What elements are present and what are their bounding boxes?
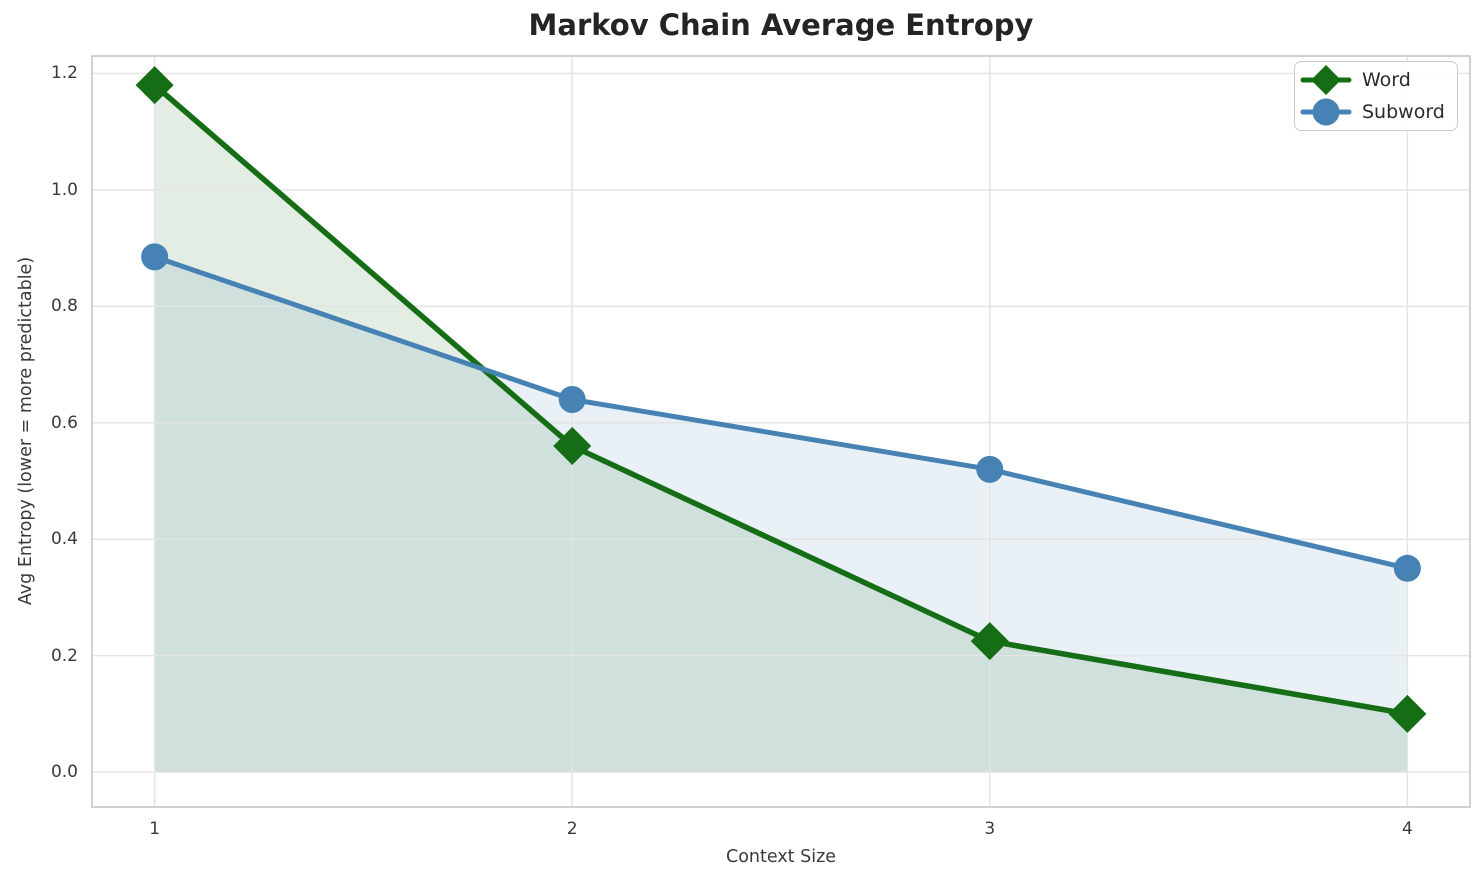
x-tick-label: 1 <box>149 819 161 839</box>
y-tick-label: 0.2 <box>50 645 78 666</box>
plot-background <box>92 56 1470 807</box>
subword-series-line <box>152 254 1410 571</box>
x-tick-label: 4 <box>1401 819 1413 839</box>
subword-data-point <box>976 455 1004 483</box>
word-series-line <box>151 82 1411 717</box>
y-tick-label: 1.0 <box>50 179 78 200</box>
x-tick-label: 3 <box>984 819 996 839</box>
legend-label-subword: Subword <box>1362 101 1445 123</box>
legend-item-subword: Subword <box>1300 96 1457 128</box>
y-axis-label: Avg Entropy (lower = more predictable) <box>16 256 36 606</box>
word-data-point <box>970 622 1009 661</box>
legend-circle-marker <box>1312 98 1340 126</box>
plot-border <box>91 55 1471 808</box>
legend-label-word: Word <box>1362 69 1411 91</box>
word-data-point <box>135 66 174 105</box>
x-tick-label: 2 <box>566 819 578 839</box>
chart-title: Markov Chain Average Entropy <box>528 8 1034 42</box>
legend-item-word: Word <box>1300 64 1457 96</box>
subword-data-point <box>1393 554 1421 582</box>
y-tick-label: 1.2 <box>50 63 78 84</box>
y-tick-label: 0.8 <box>50 296 78 317</box>
y-tick-label: 0.4 <box>50 529 78 550</box>
subword-data-point <box>558 385 586 413</box>
word-data-point <box>553 427 592 466</box>
subword-series-marker-icon <box>1300 98 1352 126</box>
x-axis-label: Context Size <box>725 847 837 867</box>
legend-diamond-marker <box>1311 65 1341 95</box>
subword-area-fill <box>154 256 1408 773</box>
word-series-marker-icon <box>1300 65 1352 95</box>
word-data-point <box>1388 694 1427 733</box>
y-tick-label: 0.6 <box>50 412 78 433</box>
legend: Word Subword <box>1294 61 1458 131</box>
subword-data-point <box>141 243 169 271</box>
y-tick-label: 0.0 <box>50 762 78 783</box>
word-area-fill <box>154 85 1408 773</box>
